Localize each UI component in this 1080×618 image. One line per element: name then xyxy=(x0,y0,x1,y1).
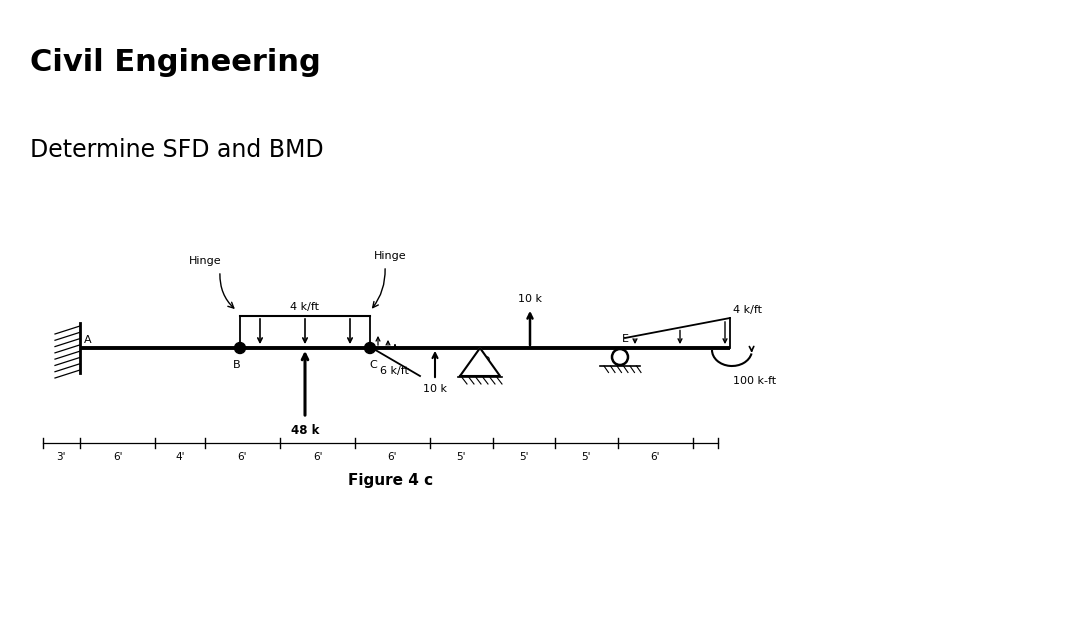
Text: 100 k-ft: 100 k-ft xyxy=(733,376,777,386)
Text: Civil Engineering: Civil Engineering xyxy=(30,48,321,77)
Text: Hinge: Hinge xyxy=(374,251,406,261)
Text: E: E xyxy=(622,334,629,344)
Polygon shape xyxy=(460,348,500,376)
Text: 6': 6' xyxy=(650,452,660,462)
Text: C: C xyxy=(369,360,377,370)
Circle shape xyxy=(365,342,376,353)
Text: Figure 4 c: Figure 4 c xyxy=(348,473,433,488)
Text: 6': 6' xyxy=(112,452,122,462)
Text: 10 k: 10 k xyxy=(518,294,542,304)
Text: 6': 6' xyxy=(238,452,247,462)
Text: 6': 6' xyxy=(313,452,322,462)
Text: B: B xyxy=(233,360,241,370)
Text: A: A xyxy=(84,335,92,345)
Text: 6': 6' xyxy=(388,452,397,462)
Text: 5': 5' xyxy=(457,452,465,462)
Text: 48 k: 48 k xyxy=(291,424,320,437)
Text: 3': 3' xyxy=(56,452,66,462)
Text: 6 k/ft: 6 k/ft xyxy=(380,366,409,376)
Text: 5': 5' xyxy=(581,452,591,462)
Text: 10 k: 10 k xyxy=(423,384,447,394)
Circle shape xyxy=(612,349,627,365)
Text: Hinge: Hinge xyxy=(189,256,221,266)
Text: 4 k/ft: 4 k/ft xyxy=(291,302,320,312)
Text: 4 k/ft: 4 k/ft xyxy=(733,305,762,315)
Text: 4': 4' xyxy=(175,452,185,462)
Text: D: D xyxy=(482,356,490,366)
Text: 5': 5' xyxy=(519,452,528,462)
Text: Determine SFD and BMD: Determine SFD and BMD xyxy=(30,138,324,162)
Circle shape xyxy=(234,342,245,353)
